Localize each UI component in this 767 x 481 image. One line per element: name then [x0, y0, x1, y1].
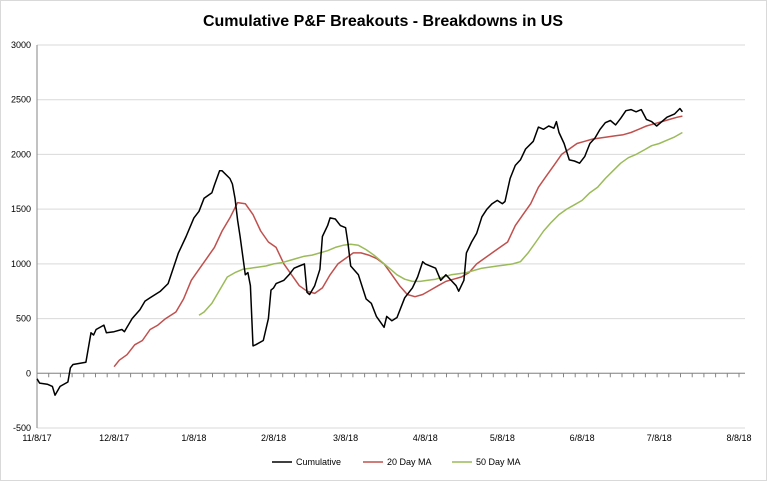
x-axis: 11/8/17 12/8/17 1/8/18 2/8/18 3/8/18 4/8/18 5/… [22, 45, 752, 443]
gridlines [37, 44, 745, 429]
x-tick-label: 5/8/18 [490, 433, 515, 443]
y-tick-label: 1000 [11, 259, 31, 269]
x-tick-label: 2/8/18 [261, 433, 286, 443]
x-tick-label: 7/8/18 [647, 433, 672, 443]
y-tick-label: 2500 [11, 95, 31, 105]
x-tick-label: 1/8/18 [181, 433, 206, 443]
x-tick-label: 8/8/18 [726, 433, 751, 443]
chart-title: Cumulative P&F Breakouts - Breakdowns in… [203, 13, 563, 30]
legend: Cumulative 20 Day MA 50 Day MA [272, 457, 521, 467]
x-tick-label: 11/8/17 [22, 433, 51, 443]
legend-label: 50 Day MA [476, 457, 521, 467]
legend-label: Cumulative [296, 457, 341, 467]
series-line-cumulative [36, 107, 683, 396]
x-tick-label: 3/8/18 [333, 433, 358, 443]
legend-label: 20 Day MA [387, 457, 432, 467]
series-line-50-day-ma [198, 131, 683, 316]
x-tick-label: 6/8/18 [570, 433, 595, 443]
y-tick-label: 1500 [11, 204, 31, 214]
x-tick-label: 4/8/18 [413, 433, 438, 443]
series-line-20-day-ma [113, 115, 683, 368]
series-lines [36, 107, 683, 396]
y-tick-label: -500 [13, 423, 31, 433]
y-axis-ticks: -500 0 500 1000 1500 2000 2500 3000 [11, 40, 31, 433]
x-tick-label: 12/8/17 [99, 433, 129, 443]
y-tick-label: 2000 [11, 149, 31, 159]
y-tick-label: 3000 [11, 40, 31, 50]
y-tick-label: 0 [26, 368, 31, 378]
y-tick-label: 500 [16, 314, 31, 324]
